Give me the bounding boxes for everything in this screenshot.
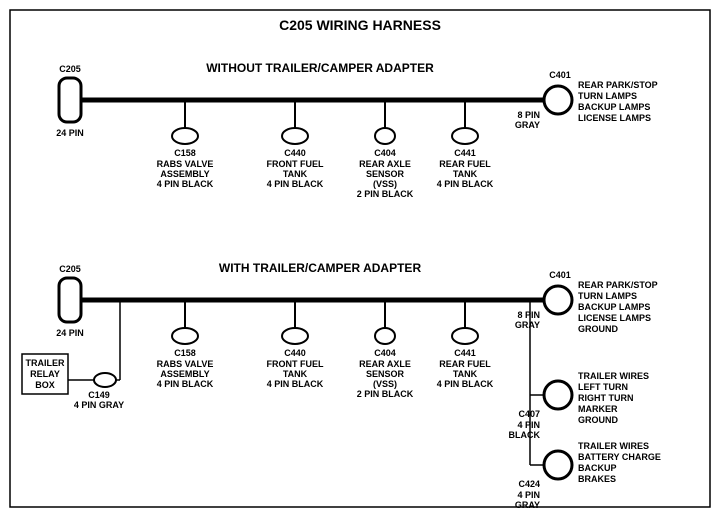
svg-text:8 PIN: 8 PIN xyxy=(517,110,540,120)
svg-text:REAR FUEL: REAR FUEL xyxy=(439,359,491,369)
svg-text:LICENSE LAMPS: LICENSE LAMPS xyxy=(578,113,651,123)
svg-text:REAR FUEL: REAR FUEL xyxy=(439,159,491,169)
svg-text:TANK: TANK xyxy=(453,369,478,379)
svg-text:TANK: TANK xyxy=(283,169,308,179)
svg-text:TURN LAMPS: TURN LAMPS xyxy=(578,91,637,101)
svg-text:24 PIN: 24 PIN xyxy=(56,328,84,338)
svg-text:RELAY: RELAY xyxy=(30,369,60,379)
svg-text:C441: C441 xyxy=(454,148,476,158)
svg-text:(VSS): (VSS) xyxy=(373,379,397,389)
svg-text:WITH TRAILER/CAMPER ADAPTER: WITH TRAILER/CAMPER ADAPTER xyxy=(219,261,422,275)
svg-text:TURN LAMPS: TURN LAMPS xyxy=(578,291,637,301)
svg-text:FRONT FUEL: FRONT FUEL xyxy=(267,359,324,369)
svg-text:TRAILER: TRAILER xyxy=(26,358,65,368)
svg-text:BATTERY CHARGE: BATTERY CHARGE xyxy=(578,452,661,462)
wiring-diagram: C205 WIRING HARNESS WITHOUT TRAILER/CAMPE… xyxy=(0,0,720,517)
svg-text:8 PIN: 8 PIN xyxy=(517,310,540,320)
svg-text:GROUND: GROUND xyxy=(578,415,618,425)
svg-text:RABS VALVE: RABS VALVE xyxy=(157,359,214,369)
svg-text:GRAY: GRAY xyxy=(515,120,540,130)
svg-text:BACKUP LAMPS: BACKUP LAMPS xyxy=(578,302,650,312)
svg-text:BRAKES: BRAKES xyxy=(578,474,616,484)
svg-text:BOX: BOX xyxy=(35,380,55,390)
svg-text:4 PIN BLACK: 4 PIN BLACK xyxy=(157,179,214,189)
svg-text:4 PIN GRAY: 4 PIN GRAY xyxy=(74,400,124,410)
svg-text:C158: C158 xyxy=(174,348,196,358)
svg-text:C401: C401 xyxy=(549,70,571,80)
svg-text:C205: C205 xyxy=(59,264,81,274)
svg-text:REAR AXLE: REAR AXLE xyxy=(359,159,411,169)
svg-text:TRAILER WIRES: TRAILER WIRES xyxy=(578,371,649,381)
svg-text:FRONT FUEL: FRONT FUEL xyxy=(267,159,324,169)
svg-text:GROUND: GROUND xyxy=(578,324,618,334)
svg-text:REAR PARK/STOP: REAR PARK/STOP xyxy=(578,80,658,90)
svg-text:ASSEMBLY: ASSEMBLY xyxy=(160,169,209,179)
svg-text:4 PIN BLACK: 4 PIN BLACK xyxy=(267,179,324,189)
svg-text:RABS VALVE: RABS VALVE xyxy=(157,159,214,169)
svg-text:4 PIN: 4 PIN xyxy=(517,490,540,500)
svg-text:BACKUP LAMPS: BACKUP LAMPS xyxy=(578,102,650,112)
svg-text:C404: C404 xyxy=(374,148,396,158)
svg-text:BLACK: BLACK xyxy=(509,430,541,440)
svg-text:C404: C404 xyxy=(374,348,396,358)
svg-text:C407: C407 xyxy=(518,409,540,419)
svg-text:C205: C205 xyxy=(59,64,81,74)
svg-text:LEFT TURN: LEFT TURN xyxy=(578,382,628,392)
svg-text:C158: C158 xyxy=(174,148,196,158)
svg-text:BACKUP: BACKUP xyxy=(578,463,617,473)
svg-text:SENSOR: SENSOR xyxy=(366,369,405,379)
svg-text:SENSOR: SENSOR xyxy=(366,169,405,179)
svg-text:WITHOUT TRAILER/CAMPER ADAPT: WITHOUT TRAILER/CAMPER ADAPTER xyxy=(206,61,434,75)
svg-text:TRAILER WIRES: TRAILER WIRES xyxy=(578,441,649,451)
svg-text:GRAY: GRAY xyxy=(515,320,540,330)
svg-text:2 PIN BLACK: 2 PIN BLACK xyxy=(357,389,414,399)
svg-text:LICENSE LAMPS: LICENSE LAMPS xyxy=(578,313,651,323)
svg-text:C149: C149 xyxy=(88,390,110,400)
svg-text:TANK: TANK xyxy=(453,169,478,179)
svg-text:24 PIN: 24 PIN xyxy=(56,128,84,138)
svg-text:C424: C424 xyxy=(518,479,540,489)
svg-text:(VSS): (VSS) xyxy=(373,179,397,189)
svg-text:4 PIN BLACK: 4 PIN BLACK xyxy=(437,179,494,189)
svg-text:RIGHT TURN: RIGHT TURN xyxy=(578,393,634,403)
svg-text:TANK: TANK xyxy=(283,369,308,379)
svg-text:4 PIN BLACK: 4 PIN BLACK xyxy=(267,379,324,389)
svg-text:4 PIN: 4 PIN xyxy=(517,420,540,430)
svg-text:4 PIN BLACK: 4 PIN BLACK xyxy=(157,379,214,389)
svg-text:ASSEMBLY: ASSEMBLY xyxy=(160,369,209,379)
svg-text:4 PIN BLACK: 4 PIN BLACK xyxy=(437,379,494,389)
svg-text:MARKER: MARKER xyxy=(578,404,618,414)
svg-text:2 PIN BLACK: 2 PIN BLACK xyxy=(357,189,414,199)
svg-text:C440: C440 xyxy=(284,348,306,358)
svg-text:C205 WIRING HARNESS: C205 WIRING HARNESS xyxy=(279,17,441,33)
svg-text:C441: C441 xyxy=(454,348,476,358)
svg-text:GRAY: GRAY xyxy=(515,500,540,510)
svg-text:C401: C401 xyxy=(549,270,571,280)
svg-text:C440: C440 xyxy=(284,148,306,158)
svg-text:REAR AXLE: REAR AXLE xyxy=(359,359,411,369)
svg-text:REAR PARK/STOP: REAR PARK/STOP xyxy=(578,280,658,290)
